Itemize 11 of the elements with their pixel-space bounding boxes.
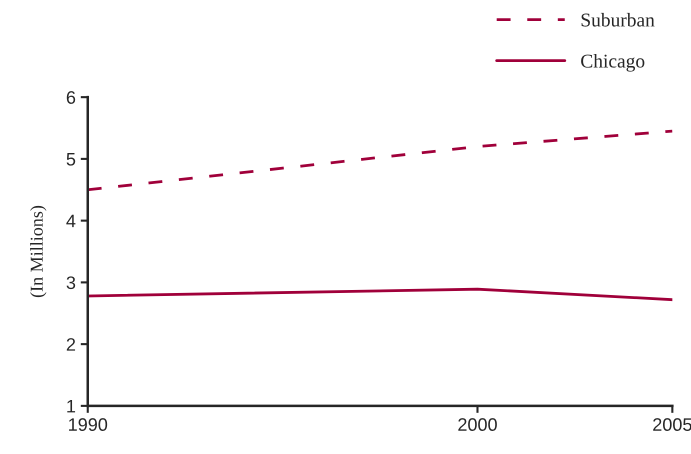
- y-tick-label: 6: [66, 91, 76, 104]
- y-axis-title: (In Millions): [30, 206, 46, 298]
- legend-label: Suburban: [582, 12, 655, 27]
- x-tick-label: 2000: [458, 418, 497, 431]
- y-tick-label: 1: [67, 400, 76, 412]
- x-tick-label: 1990: [69, 418, 108, 431]
- y-tick-label: 5: [66, 153, 76, 166]
- y-tick-label: 2: [66, 338, 76, 351]
- legend-label: Chicago: [581, 54, 644, 72]
- y-tick-label: 4: [66, 214, 76, 228]
- y-tick-label: 3: [66, 276, 76, 290]
